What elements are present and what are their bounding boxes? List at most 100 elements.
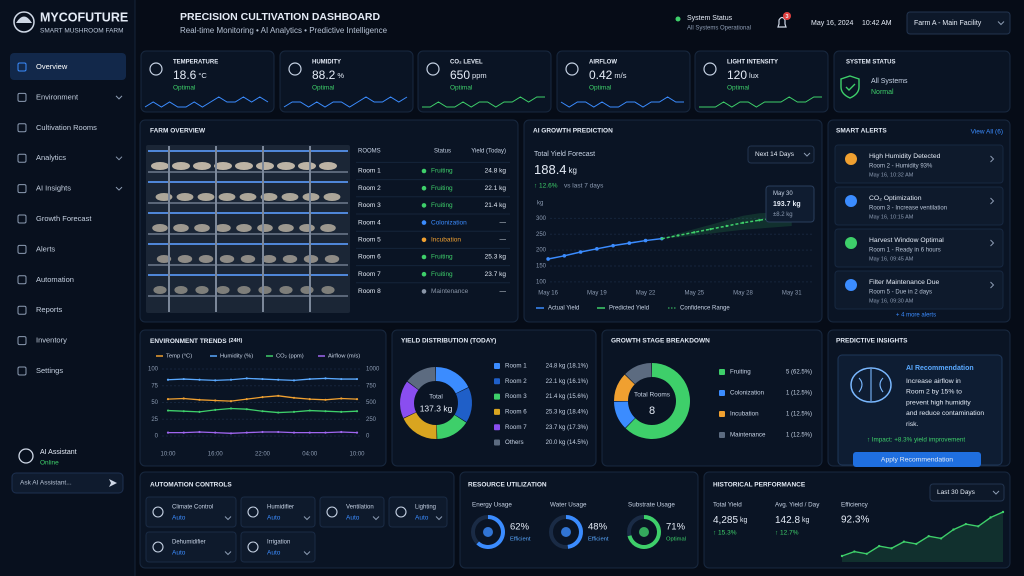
forecast-change: ↑ 12.6%: [534, 183, 558, 190]
nav-item[interactable]: Automation: [36, 275, 74, 284]
photo-light: [148, 243, 348, 245]
nav-item[interactable]: Cultivation Rooms: [36, 123, 97, 132]
series-line: [547, 237, 662, 260]
y-tick-label: 50: [151, 400, 158, 406]
photo-light: [148, 274, 348, 276]
series-point: [562, 254, 567, 258]
insight-heading: AI Recommendation: [906, 365, 974, 372]
series-point: [261, 396, 264, 399]
photo-mushroom: [277, 162, 295, 170]
photo-mushroom: [239, 193, 257, 201]
range-select[interactable]: [929, 483, 1005, 502]
metric-value-unit: m/s: [614, 71, 626, 80]
room-yield: 21.4 kg: [485, 202, 507, 209]
series-point: [725, 224, 728, 228]
alert-item[interactable]: [834, 186, 1004, 226]
control-tile[interactable]: [240, 531, 316, 563]
donut-center-value: 8: [649, 405, 655, 417]
nav-item[interactable]: Inventory: [36, 336, 67, 345]
control-name: Irrigation: [267, 540, 290, 546]
room-status: Incubation: [431, 237, 461, 244]
nav-active: [10, 53, 126, 80]
area-point: [915, 542, 918, 546]
alert-item[interactable]: [834, 144, 1004, 184]
chevron: [803, 152, 811, 157]
alert-time: May 16, 09:45 AM: [869, 256, 914, 262]
legend-label: Room 6: [505, 409, 527, 416]
area-point: [939, 537, 943, 540]
control-tile[interactable]: [240, 496, 316, 528]
control-tile[interactable]: [145, 531, 237, 563]
metric-value-unit: %: [337, 71, 344, 80]
nav-icon: [17, 92, 27, 102]
header-date: May 16, 2024: [811, 20, 854, 27]
metric-card: [556, 50, 691, 113]
send-icon[interactable]: [109, 479, 117, 487]
chevron: [303, 516, 311, 521]
nav-icon: [17, 275, 27, 285]
nav-item[interactable]: AI Insights: [36, 184, 71, 193]
room-name: Room 4: [358, 219, 381, 226]
column-header: Status: [434, 149, 451, 155]
apply-button-label[interactable]: Apply Recommendation: [881, 456, 953, 463]
nav-item[interactable]: Growth Forecast: [36, 214, 92, 223]
nav-item[interactable]: Environment: [36, 92, 79, 101]
alert-item[interactable]: [834, 270, 1004, 310]
range-select[interactable]: [747, 145, 815, 164]
insight-text: risk.: [906, 421, 919, 428]
tooltip-range: ±8.2 kg: [773, 212, 793, 218]
area-point: [865, 552, 868, 555]
stat-value: 4,285 kg: [713, 515, 748, 526]
room-status: Colonization: [431, 219, 467, 226]
metric-value: 18.6 °C: [173, 68, 207, 82]
nav-item[interactable]: Settings: [36, 366, 63, 375]
metric-value-unit: ppm: [472, 71, 487, 80]
room-yield: —: [500, 237, 507, 244]
control-tile[interactable]: [388, 496, 448, 528]
nav-item[interactable]: Overview: [36, 62, 68, 71]
logo-cap: [16, 16, 32, 23]
metric-label: LIGHT INTENSITY: [727, 60, 778, 66]
series-point: [277, 378, 280, 381]
series-point: [182, 397, 185, 400]
photo-mushroom: [261, 255, 277, 263]
resource-value: 62%: [510, 522, 530, 533]
more-alerts-link[interactable]: + 4 more alerts: [896, 313, 936, 319]
view-all-link[interactable]: View All (6): [971, 129, 1003, 136]
series-point: [229, 400, 233, 403]
alert-item[interactable]: [834, 228, 1004, 268]
nav-item[interactable]: Alerts: [36, 244, 55, 253]
stat-value-value: 4,285: [713, 515, 738, 526]
panel-title: ENVIRONMENT TRENDS (24H): [150, 338, 242, 345]
forecast-value-value: 188.4: [534, 162, 567, 177]
photo-post: [262, 146, 264, 312]
control-tile[interactable]: [319, 496, 385, 528]
facility-select[interactable]: [906, 11, 1011, 35]
bell-icon[interactable]: [777, 16, 787, 28]
apply-button[interactable]: [853, 452, 981, 467]
room-status: Fruiting: [431, 185, 453, 192]
series-point: [166, 431, 170, 434]
nav-item[interactable]: Reports: [36, 305, 63, 314]
series-point: [198, 410, 201, 413]
y2-tick-label: 1000: [366, 367, 380, 373]
panel: [523, 119, 823, 323]
series-point: [355, 398, 359, 401]
assistant-input[interactable]: [11, 472, 124, 494]
nav-item[interactable]: Analytics: [36, 153, 66, 162]
alert-detail: Room 2 - Humidity 93%: [869, 164, 933, 170]
assistant-icon: [18, 448, 34, 464]
legend-value: 24.8 kg (18.1%): [546, 364, 588, 370]
alert-time: May 16, 10:15 AM: [869, 214, 914, 220]
series-point: [182, 377, 185, 381]
photo-mushroom: [153, 286, 167, 294]
series-point: [166, 409, 170, 412]
photo-mushroom: [299, 224, 315, 232]
legend-value: 1 (12.5%): [786, 433, 812, 439]
system-status-line: All Systems: [871, 78, 908, 85]
resource-status: Efficient: [588, 537, 609, 543]
control-tile[interactable]: [145, 496, 237, 528]
nav-icon: [17, 244, 27, 254]
